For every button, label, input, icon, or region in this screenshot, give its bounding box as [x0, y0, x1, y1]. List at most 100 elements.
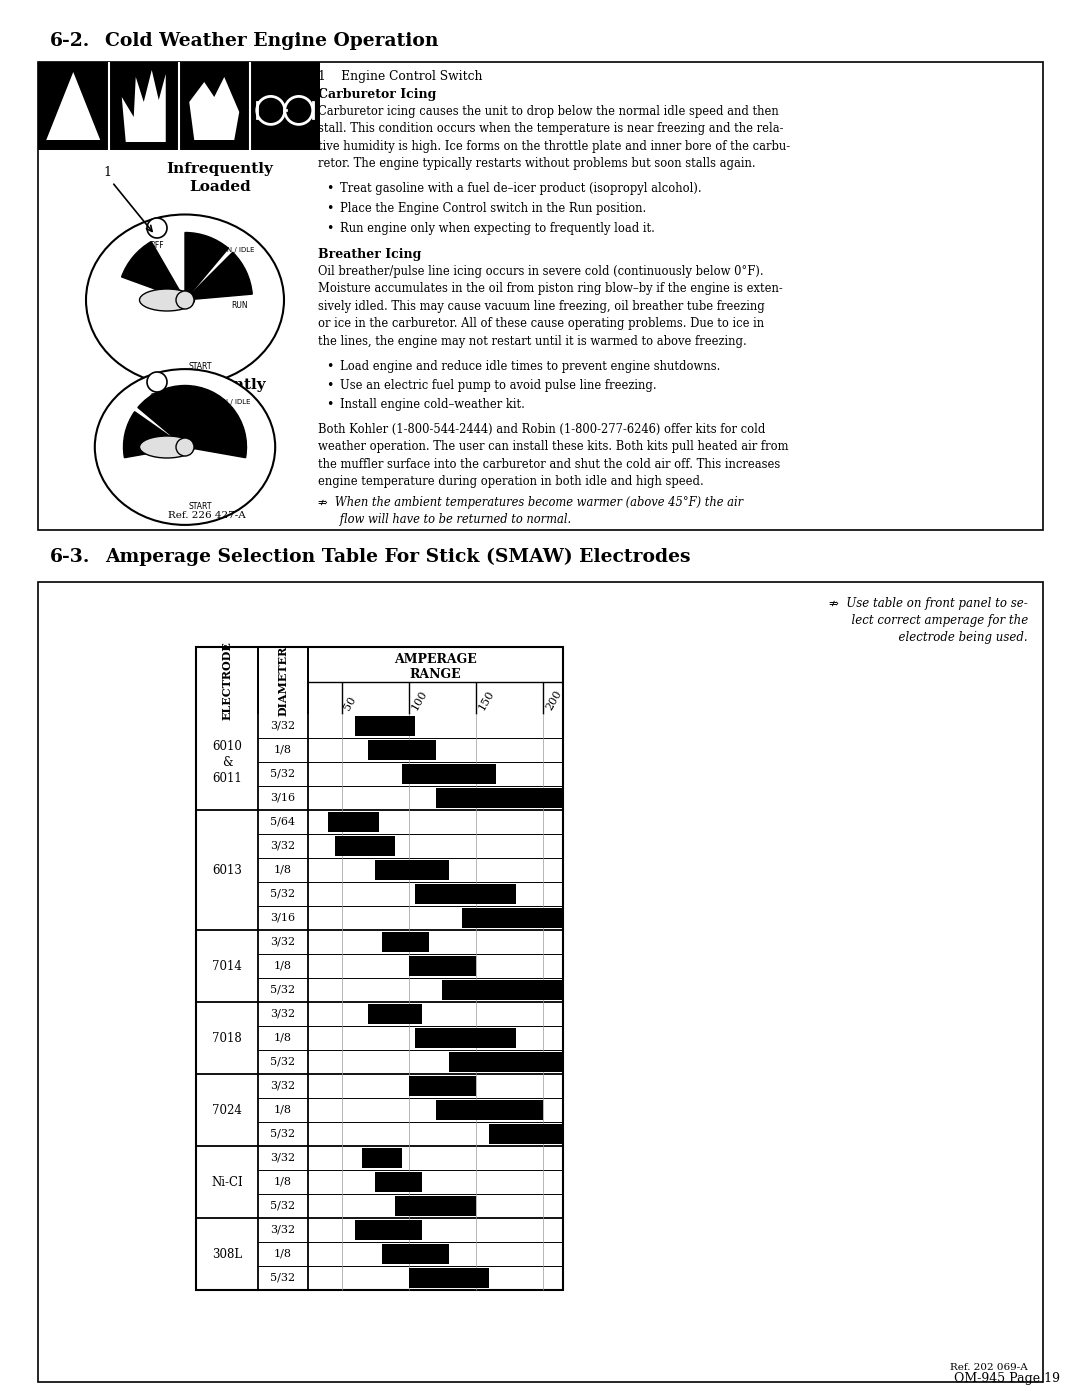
Circle shape	[257, 96, 285, 124]
Wedge shape	[138, 386, 185, 447]
Text: 3/32: 3/32	[270, 1081, 296, 1091]
Text: OFF: OFF	[150, 393, 164, 401]
Bar	[355, 1220, 422, 1241]
Text: 5/32: 5/32	[270, 888, 296, 900]
Text: RUN: RUN	[227, 447, 243, 457]
Text: 5/32: 5/32	[270, 1129, 296, 1139]
Text: START: START	[188, 502, 212, 511]
Wedge shape	[123, 412, 185, 458]
Text: 1: 1	[103, 166, 111, 179]
Text: 1    Engine Control Switch: 1 Engine Control Switch	[318, 70, 483, 82]
Text: 1/8: 1/8	[274, 1032, 292, 1044]
Bar	[462, 908, 563, 928]
Text: •: •	[326, 182, 334, 196]
Text: Carburetor icing causes the unit to drop below the normal idle speed and then
st: Carburetor icing causes the unit to drop…	[318, 105, 791, 170]
Text: Load engine and reduce idle times to prevent engine shutdowns.: Load engine and reduce idle times to pre…	[340, 360, 720, 373]
Text: Run engine only when expecting to frequently load it.: Run engine only when expecting to freque…	[340, 222, 654, 235]
Text: 308L: 308L	[212, 1248, 242, 1260]
Text: 5/32: 5/32	[270, 768, 296, 780]
Bar	[435, 788, 563, 807]
Text: !: !	[66, 108, 80, 136]
Text: 5/32: 5/32	[270, 1058, 296, 1067]
Text: 6013: 6013	[212, 863, 242, 876]
Text: •: •	[326, 398, 334, 411]
Text: 5/32: 5/32	[270, 1273, 296, 1282]
Circle shape	[176, 439, 194, 455]
Bar	[449, 1052, 563, 1071]
Wedge shape	[185, 253, 253, 300]
Circle shape	[285, 96, 313, 124]
Bar	[408, 1076, 476, 1097]
Bar	[408, 956, 476, 977]
Text: Place the Engine Control switch in the Run position.: Place the Engine Control switch in the R…	[340, 203, 646, 215]
Text: Carburetor Icing: Carburetor Icing	[318, 88, 436, 101]
Bar	[38, 583, 1043, 1382]
Bar	[416, 884, 516, 904]
Text: ELECTRODE: ELECTRODE	[221, 641, 232, 719]
Text: 1/8: 1/8	[274, 1178, 292, 1187]
Text: 1/8: 1/8	[274, 1249, 292, 1259]
Bar	[195, 647, 563, 1289]
Bar	[435, 1099, 543, 1120]
Text: Both Kohler (1-800-544-2444) and Robin (1-800-277-6246) offer kits for cold
weat: Both Kohler (1-800-544-2444) and Robin (…	[318, 423, 788, 488]
Text: Infrequently
Loaded: Infrequently Loaded	[166, 162, 273, 194]
Text: Breather Icing: Breather Icing	[318, 249, 421, 261]
Bar	[38, 61, 320, 149]
Bar	[368, 1004, 422, 1024]
Text: Frequently
Loaded: Frequently Loaded	[174, 379, 267, 411]
Bar	[442, 981, 563, 1000]
Wedge shape	[185, 232, 228, 300]
Text: RUN: RUN	[232, 300, 248, 310]
Text: Install engine cold–weather kit.: Install engine cold–weather kit.	[340, 398, 525, 411]
Text: ⇏  When the ambient temperatures become warmer (above 45°F) the air
      flow w: ⇏ When the ambient temperatures become w…	[318, 496, 743, 527]
Text: RUN / IDLE: RUN / IDLE	[217, 247, 255, 253]
Text: 200: 200	[544, 689, 563, 712]
Text: RUN / IDLE: RUN / IDLE	[213, 400, 251, 405]
Text: Treat gasoline with a fuel de–icer product (isopropyl alcohol).: Treat gasoline with a fuel de–icer produ…	[340, 182, 702, 196]
Text: Cold Weather Engine Operation: Cold Weather Engine Operation	[105, 32, 438, 50]
Polygon shape	[189, 77, 240, 140]
Bar	[328, 812, 379, 833]
Text: Ref. 226 427-A: Ref. 226 427-A	[168, 511, 246, 520]
Bar	[402, 764, 496, 784]
Text: 3/32: 3/32	[270, 1153, 296, 1162]
Ellipse shape	[139, 436, 194, 458]
Text: 6-3.: 6-3.	[50, 548, 91, 566]
Wedge shape	[185, 408, 246, 458]
Wedge shape	[185, 386, 232, 447]
Circle shape	[176, 291, 194, 309]
Wedge shape	[122, 242, 185, 300]
Bar	[382, 932, 429, 951]
Text: •: •	[326, 360, 334, 373]
Text: 7014: 7014	[212, 960, 242, 972]
Bar	[38, 61, 1043, 529]
Text: START: START	[188, 362, 212, 372]
Text: 1/8: 1/8	[274, 1105, 292, 1115]
Text: •: •	[326, 203, 334, 215]
Polygon shape	[122, 70, 165, 142]
Text: 1/8: 1/8	[274, 961, 292, 971]
Text: 100: 100	[409, 689, 429, 712]
Text: 3/16: 3/16	[270, 793, 296, 803]
Text: 3/32: 3/32	[270, 841, 296, 851]
Text: Ref. 202 069-A: Ref. 202 069-A	[950, 1363, 1028, 1372]
Bar	[368, 740, 435, 760]
Bar	[355, 717, 416, 736]
Text: DIAMETER: DIAMETER	[278, 645, 288, 715]
Bar	[375, 1172, 422, 1192]
Text: 6010
&
6011: 6010 & 6011	[212, 739, 242, 785]
Bar	[382, 1243, 449, 1264]
Text: 50: 50	[342, 694, 359, 712]
Circle shape	[147, 218, 167, 237]
Circle shape	[147, 372, 167, 393]
Text: •: •	[326, 379, 334, 393]
Bar	[416, 1028, 516, 1048]
Text: RANGE: RANGE	[409, 668, 461, 680]
Text: 7018: 7018	[212, 1031, 242, 1045]
Bar	[408, 1268, 489, 1288]
Text: 3/32: 3/32	[270, 937, 296, 947]
Text: 5/64: 5/64	[270, 817, 296, 827]
Text: 1/8: 1/8	[274, 745, 292, 754]
Text: Oil breather/pulse line icing occurs in severe cold (continuously below 0°F).
Mo: Oil breather/pulse line icing occurs in …	[318, 265, 783, 348]
Text: 3/32: 3/32	[270, 1225, 296, 1235]
